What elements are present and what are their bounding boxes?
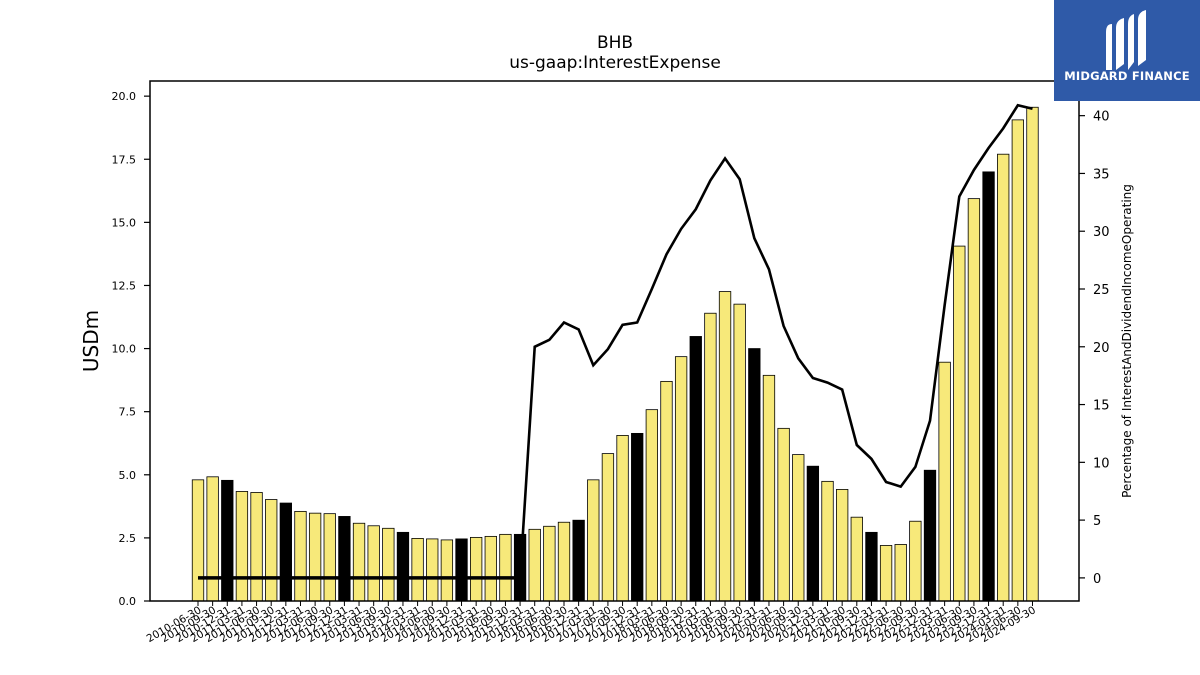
bar (484, 535, 497, 602)
midgard-logo-icon (1106, 10, 1146, 70)
bar (850, 516, 863, 602)
bar (674, 356, 688, 602)
y-axis-left: 0.0 2.5 5.0 7.5 10.0 12.5 15.0 17.5 20.0 (112, 90, 150, 608)
bar (382, 527, 395, 602)
bar (411, 538, 424, 602)
midgard-finance-logo: MIDGARD FINANCE (1054, 0, 1200, 101)
bar (323, 513, 336, 602)
bar (953, 245, 966, 602)
bar (572, 519, 585, 602)
bar (733, 303, 746, 602)
bar (806, 465, 820, 602)
y-tick-label: 7.5 (119, 406, 137, 419)
y-tick-label: 10.0 (112, 343, 137, 356)
bar (1011, 119, 1024, 602)
y-tick-label: 12.5 (112, 279, 137, 292)
bar (528, 528, 541, 602)
bar (748, 348, 761, 602)
bar (982, 171, 995, 602)
bar (601, 453, 615, 602)
bar (718, 291, 732, 602)
chart-title: BHB (597, 33, 633, 53)
bar (616, 435, 629, 602)
y2-tick-label: 5 (1093, 514, 1101, 529)
bar (308, 512, 322, 602)
bar (836, 489, 849, 602)
logo-text: MIDGARD FINANCE (1064, 69, 1190, 83)
bar (426, 538, 439, 602)
y2-tick-label: 35 (1093, 167, 1110, 182)
bar (894, 544, 907, 602)
bar (206, 476, 219, 602)
bar (587, 479, 600, 602)
bar (250, 492, 263, 602)
y-tick-label: 15.0 (112, 216, 137, 229)
bar (865, 531, 878, 602)
bar (762, 374, 776, 602)
bar (660, 380, 673, 602)
y2-tick-label: 20 (1093, 341, 1110, 356)
bar (470, 536, 483, 602)
y2-axis-label: Percentage of InterestAndDividendIncomeO… (1120, 184, 1134, 498)
y2-tick-label: 40 (1093, 110, 1110, 125)
y2-tick-label: 15 (1093, 399, 1110, 414)
y-tick-label: 2.5 (119, 532, 137, 545)
y-axis-right: 0 5 10 15 20 25 30 35 40 (1079, 110, 1110, 587)
x-axis: 2010-06-302010-09-302010-12-312011-03-31… (145, 601, 1038, 645)
bar (777, 427, 790, 602)
bar (689, 336, 702, 602)
chart-subtitle: us-gaap:InterestExpense (509, 53, 721, 73)
y-axis-label: USDm (79, 310, 103, 372)
bar (909, 520, 922, 602)
bar (265, 499, 278, 602)
bar (938, 361, 951, 602)
bar (396, 531, 410, 602)
bar (557, 521, 571, 602)
bar (704, 312, 717, 602)
y-tick-label: 20.0 (112, 90, 137, 103)
bar (821, 480, 834, 602)
bar (967, 198, 981, 602)
bar (294, 510, 307, 602)
bar (338, 516, 351, 602)
bar (235, 491, 249, 602)
bar (923, 469, 937, 602)
bar (279, 502, 292, 602)
y-tick-label: 17.5 (112, 153, 137, 166)
y2-tick-label: 30 (1093, 225, 1110, 240)
bar (499, 533, 512, 602)
bar (645, 409, 658, 602)
bar (997, 153, 1010, 602)
plot-frame (149, 80, 1080, 602)
bar (879, 545, 893, 602)
bar (191, 479, 205, 602)
percentage-line (518, 103, 1033, 578)
bar (455, 538, 468, 602)
y2-tick-label: 0 (1093, 572, 1101, 587)
y-tick-label: 0.0 (119, 595, 137, 608)
y2-tick-label: 25 (1093, 283, 1110, 298)
y-tick-label: 5.0 (119, 469, 137, 482)
bar (352, 522, 366, 602)
bar (631, 432, 644, 602)
bar (543, 525, 556, 602)
bar (440, 539, 454, 602)
bar (792, 454, 805, 602)
y2-tick-label: 10 (1093, 456, 1110, 471)
bar-series (191, 106, 1039, 602)
bar (1026, 106, 1039, 602)
bar (367, 525, 380, 602)
bar (221, 479, 234, 602)
